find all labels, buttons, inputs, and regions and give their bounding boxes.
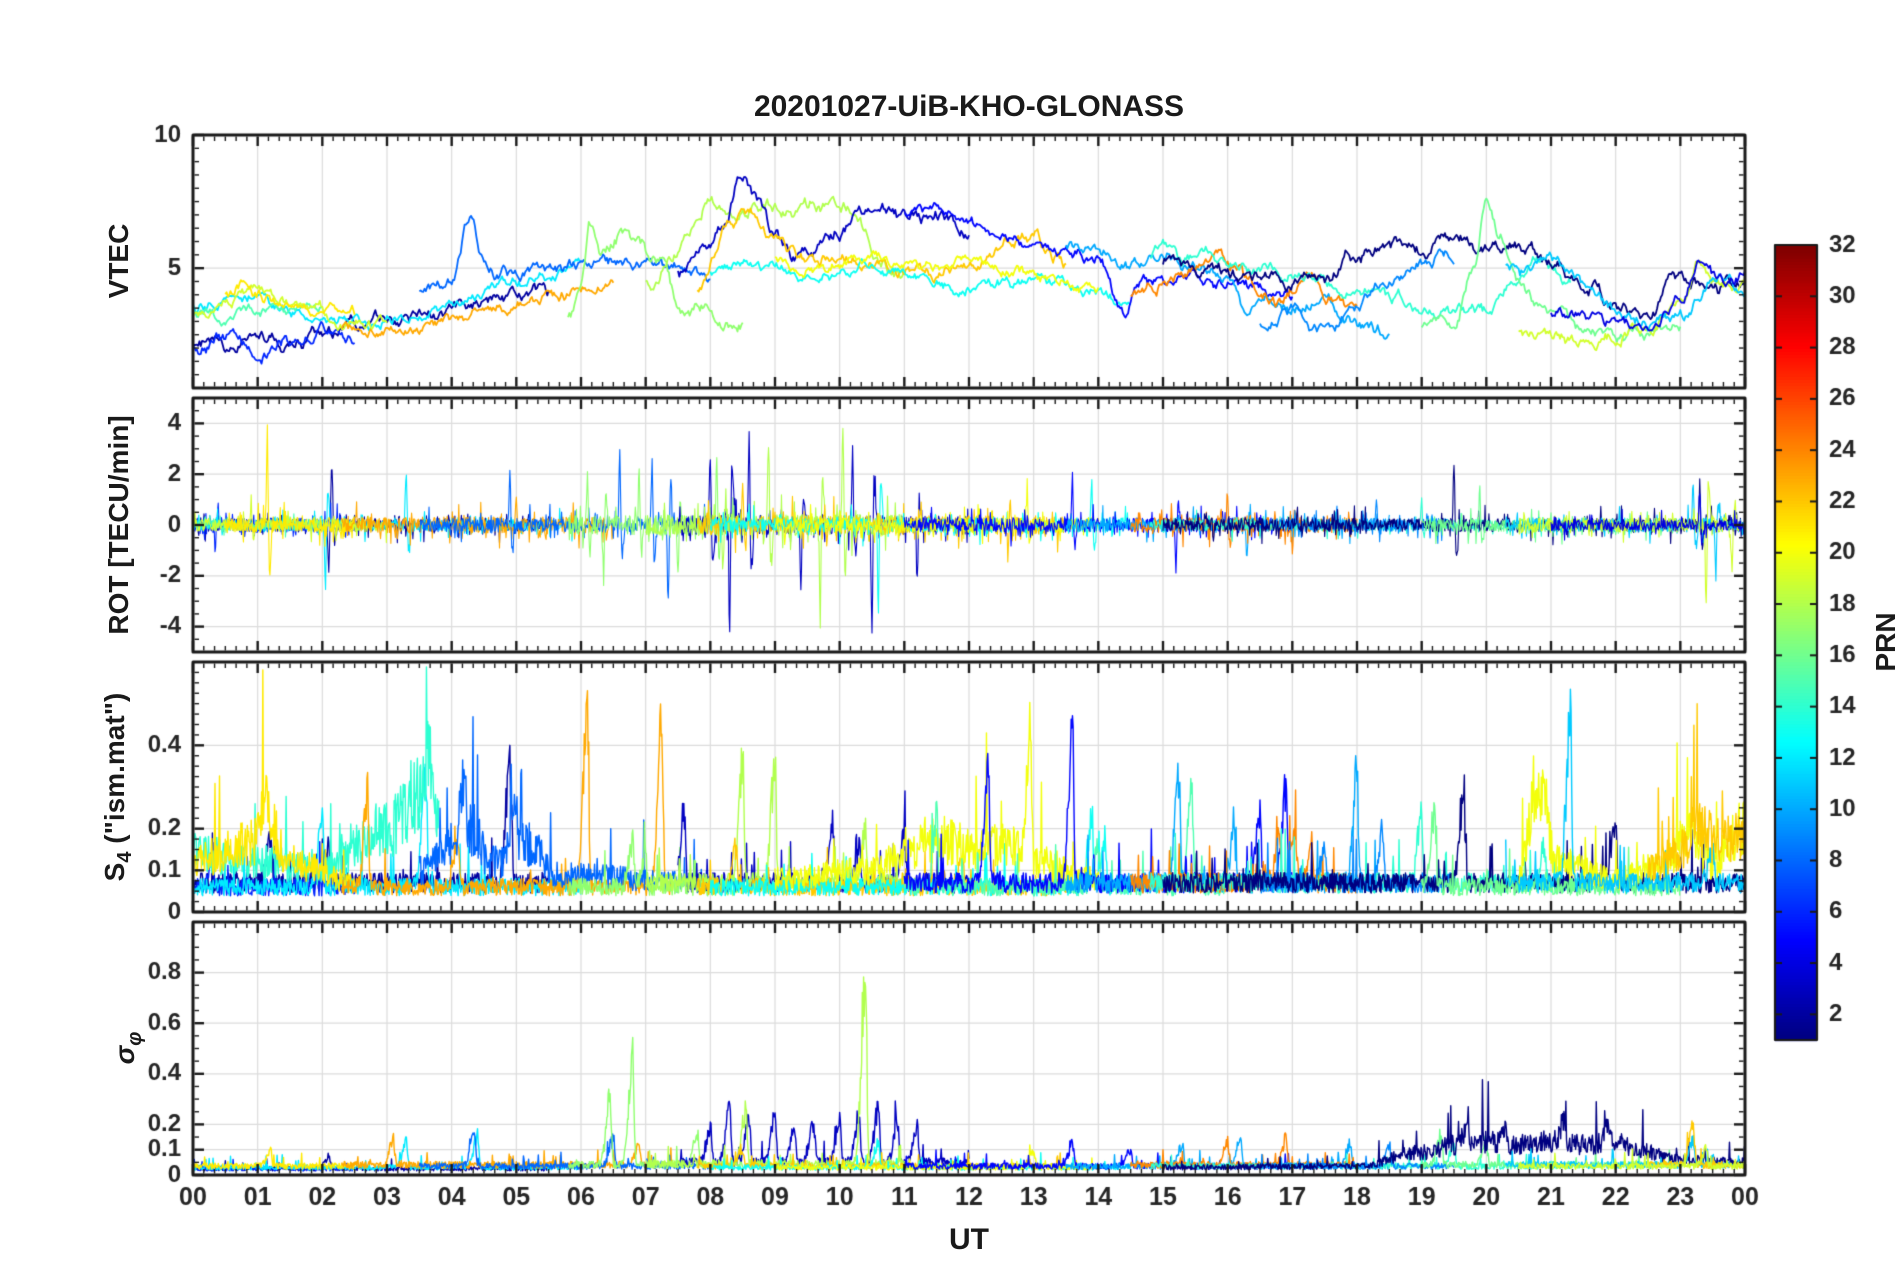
ylabel-text: VTEC [103, 223, 135, 299]
ylabel-text: σ [109, 1045, 141, 1065]
ylabel-text: S [99, 862, 131, 882]
colorbar-label-prn: PRN [1870, 612, 1901, 672]
ylabel-sub: 4 [113, 851, 136, 863]
page-title: 20201027-UiB-KHO-GLONASS [753, 90, 1185, 123]
y-axis-label-sigma-phi: σφ [109, 1032, 147, 1065]
y-axis-label-vtec: VTEC [103, 224, 141, 299]
y-axis-label-rot: ROT [TECU/min] [103, 415, 141, 634]
ylabel-text: ROT [TECU/min] [103, 415, 135, 635]
x-axis-label-ut: UT [949, 1223, 989, 1256]
ylabel-sub: φ [123, 1031, 146, 1046]
ylabel-post: ("ism.mat") [99, 692, 131, 852]
y-axis-label-s4: S4 ("ism.mat") [99, 693, 137, 882]
